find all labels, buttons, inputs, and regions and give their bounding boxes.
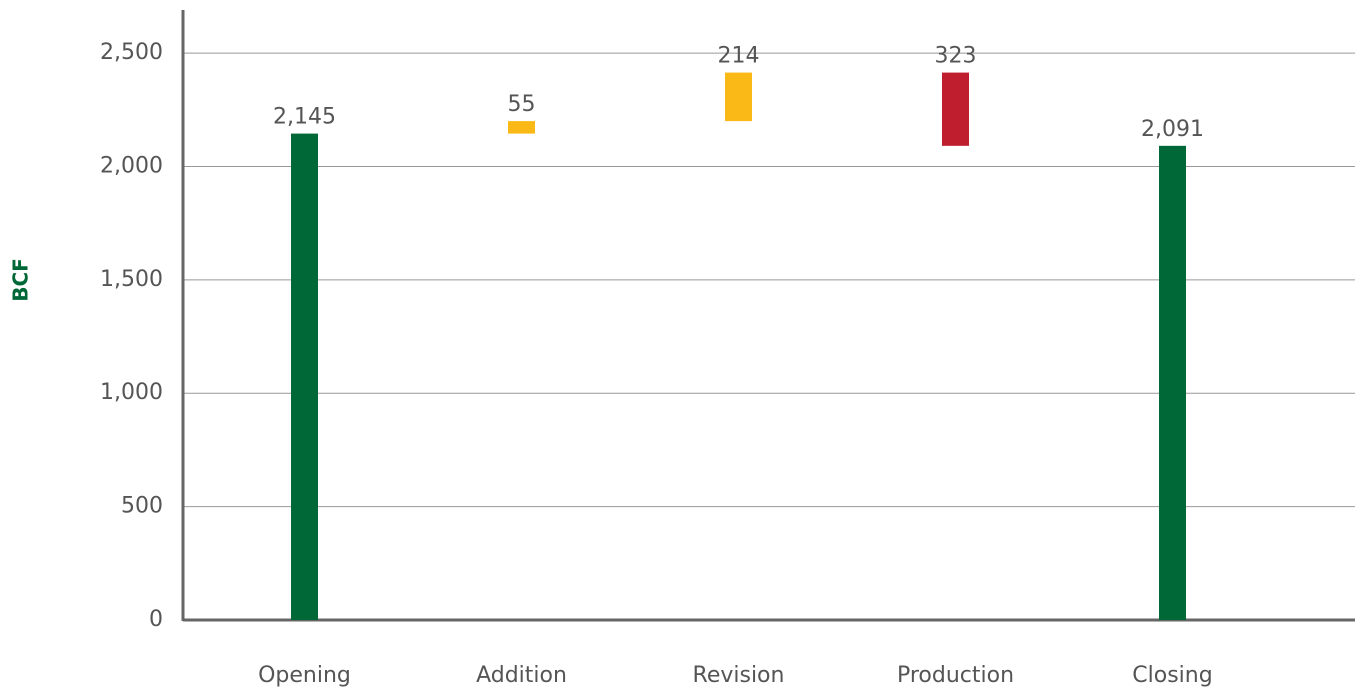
x-tick-label: Closing xyxy=(1132,663,1212,688)
x-tick-label: Revision xyxy=(693,663,785,688)
data-label: 214 xyxy=(718,44,760,69)
bar xyxy=(1159,145,1186,621)
data-label: 2,091 xyxy=(1141,117,1204,142)
bar xyxy=(942,72,969,146)
x-tick-label: Opening xyxy=(258,663,351,688)
y-tick-label: 2,500 xyxy=(100,40,163,65)
bar xyxy=(725,72,752,122)
bar xyxy=(291,133,318,621)
y-tick-label: 500 xyxy=(121,494,163,519)
data-label: 55 xyxy=(508,92,536,117)
y-tick-label: 1,000 xyxy=(100,380,163,405)
y-tick-label: 2,000 xyxy=(100,153,163,178)
bar xyxy=(508,121,535,134)
y-tick-label: 1,500 xyxy=(100,267,163,292)
data-label: 323 xyxy=(935,44,977,69)
y-axis-label: BCF xyxy=(9,258,33,302)
data-label: 2,145 xyxy=(273,105,336,130)
x-tick-label: Addition xyxy=(476,663,567,688)
x-tick-label: Production xyxy=(897,663,1014,688)
y-tick-label: 0 xyxy=(149,607,163,632)
